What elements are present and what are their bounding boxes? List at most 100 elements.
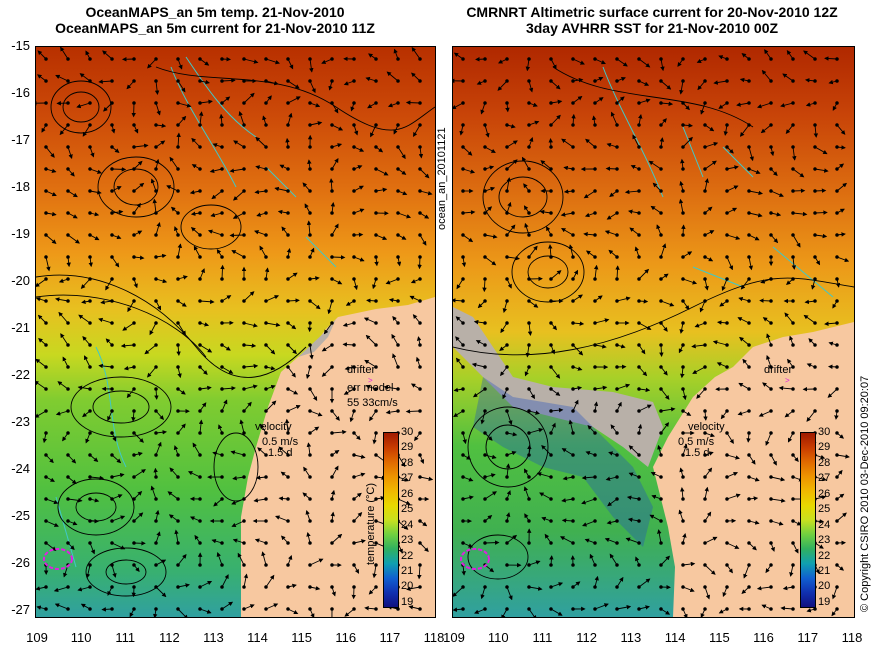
- current-vector-origin: [352, 101, 356, 105]
- current-vector-origin: [154, 211, 158, 215]
- colorbar-tick-label: 21: [401, 564, 414, 577]
- current-vector-arrow: [147, 58, 157, 69]
- current-vector-arrow: [726, 256, 734, 271]
- current-vector-arrow: [55, 74, 69, 82]
- current-vector-origin: [571, 453, 575, 457]
- left-drifter-marker: >: [368, 376, 373, 385]
- current-vector-arrow: [111, 454, 122, 464]
- current-vector-origin: [220, 255, 224, 259]
- current-vector-arrow: [353, 539, 366, 544]
- current-vector-origin: [769, 167, 773, 171]
- current-vector-origin: [571, 277, 575, 281]
- current-vector-origin: [637, 189, 641, 193]
- current-vector-origin: [242, 563, 246, 567]
- current-vector-origin: [527, 453, 531, 457]
- current-vector-origin: [110, 453, 114, 457]
- current-vector-arrow: [506, 177, 511, 192]
- current-vector-origin: [374, 299, 378, 303]
- current-vector-origin: [593, 299, 597, 303]
- current-vector-origin: [549, 431, 553, 435]
- current-vector-origin: [659, 431, 663, 435]
- current-vector-origin: [352, 343, 356, 347]
- current-vector-origin: [44, 167, 48, 171]
- current-vector-origin: [242, 255, 246, 259]
- current-vector-arrow: [594, 58, 606, 65]
- current-vector-origin: [637, 431, 641, 435]
- current-vector-origin: [549, 299, 553, 303]
- current-vector-origin: [220, 321, 224, 325]
- current-vector-origin: [396, 233, 400, 237]
- y-tick-label: -22: [11, 367, 30, 382]
- current-vector-origin: [769, 299, 773, 303]
- current-vector-origin: [66, 475, 70, 479]
- current-vector-arrow: [792, 168, 805, 178]
- current-vector-origin: [681, 57, 685, 61]
- current-vector-origin: [308, 233, 312, 237]
- current-vector-arrow: [253, 498, 267, 503]
- current-vector-origin: [330, 101, 334, 105]
- current-vector-arrow: [342, 322, 355, 327]
- current-vector-origin: [44, 255, 48, 259]
- current-vector-arrow: [199, 608, 212, 614]
- y-tick-label: -20: [11, 273, 30, 288]
- current-vector-origin: [264, 475, 268, 479]
- current-vector-origin: [154, 607, 158, 611]
- current-vector-origin: [637, 497, 641, 501]
- current-vector-origin: [220, 431, 224, 435]
- current-vector-origin: [483, 189, 487, 193]
- current-vector-origin: [88, 453, 92, 457]
- current-vector-origin: [659, 57, 663, 61]
- current-vector-arrow: [528, 560, 541, 566]
- current-vector-origin: [176, 453, 180, 457]
- current-vector-origin: [703, 233, 707, 237]
- current-vector-origin: [571, 167, 575, 171]
- right-title: CMRNRT Altimetric surface current for 20…: [452, 4, 852, 36]
- current-vector-origin: [725, 211, 729, 215]
- current-vector-origin: [571, 299, 575, 303]
- y-tick-label: -17: [11, 132, 30, 147]
- current-vector-arrow: [238, 111, 245, 126]
- current-vector-arrow: [561, 228, 574, 236]
- current-vector-origin: [791, 519, 795, 523]
- current-vector-arrow: [748, 454, 756, 465]
- current-vector-arrow: [36, 410, 47, 418]
- current-vector-origin: [813, 387, 817, 391]
- current-vector-origin: [725, 255, 729, 259]
- current-vector-arrow: [453, 410, 464, 417]
- current-vector-origin: [198, 607, 202, 611]
- current-vector-arrow: [331, 429, 347, 435]
- current-vector-arrow: [625, 537, 640, 544]
- current-vector-arrow: [98, 79, 113, 84]
- right-colorbar-strip: [800, 432, 816, 608]
- current-vector-origin: [659, 343, 663, 347]
- current-vector-arrow: [199, 385, 212, 391]
- current-vector-origin: [220, 167, 224, 171]
- current-vector-arrow: [568, 419, 574, 434]
- current-vector-origin: [769, 563, 773, 567]
- current-vector-origin: [154, 123, 158, 127]
- current-vector-arrow: [550, 114, 561, 126]
- current-vector-origin: [308, 475, 312, 479]
- current-vector-origin: [44, 211, 48, 215]
- current-vector-origin: [791, 387, 795, 391]
- right-coast-grey: [453, 307, 663, 467]
- current-vector-origin: [330, 277, 334, 281]
- current-vector-arrow: [737, 317, 750, 324]
- current-vector-arrow: [583, 232, 596, 237]
- current-vector-arrow: [756, 586, 772, 591]
- current-vector-origin: [769, 57, 773, 61]
- current-vector-origin: [330, 189, 334, 193]
- current-vector-arrow: [243, 322, 258, 328]
- current-vector-origin: [286, 453, 290, 457]
- current-vector-origin: [593, 453, 597, 457]
- current-vector-origin: [242, 79, 246, 83]
- current-vector-arrow: [207, 229, 223, 236]
- current-vector-origin: [264, 343, 268, 347]
- current-vector-origin: [220, 475, 224, 479]
- y-tick-label: -26: [11, 555, 30, 570]
- current-vector-origin: [791, 57, 795, 61]
- current-vector-arrow: [638, 578, 651, 588]
- current-vector-origin: [418, 123, 422, 127]
- current-vector-origin: [154, 541, 158, 545]
- current-vector-origin: [396, 365, 400, 369]
